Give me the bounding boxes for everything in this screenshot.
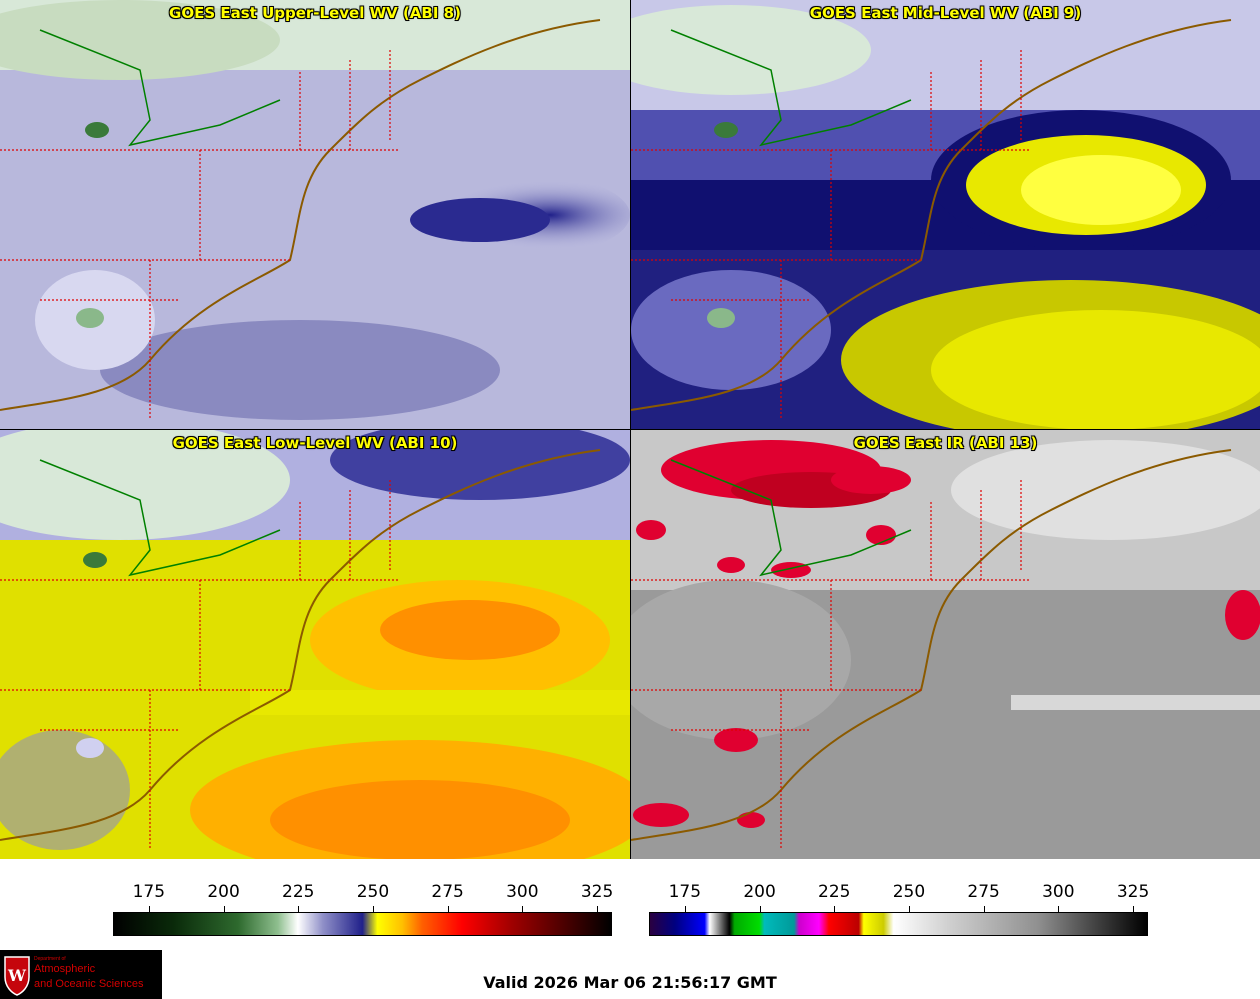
tick-label: 200 xyxy=(207,882,240,902)
tick-mark xyxy=(597,906,599,912)
tick-mark xyxy=(298,906,300,912)
tick-mark xyxy=(522,906,524,912)
mid-level-wv-panel: GOES East Mid-Level WV (ABI 9) xyxy=(631,0,1260,429)
infrared-image xyxy=(631,430,1260,859)
tick-mark xyxy=(1133,906,1135,912)
tick-label: 175 xyxy=(668,882,702,902)
upper-level-wv-image xyxy=(0,0,630,429)
tick-label: 275 xyxy=(967,882,1000,902)
tick-mark xyxy=(223,906,225,912)
svg-text:W: W xyxy=(7,966,27,985)
logo-department-label: Department of xyxy=(34,956,66,962)
tick-mark xyxy=(759,906,761,912)
panel-title: GOES East Mid-Level WV (ABI 9) xyxy=(809,4,1082,22)
tick-mark xyxy=(1058,906,1060,912)
tick-label: 250 xyxy=(892,882,926,902)
tick-mark xyxy=(684,906,686,912)
panel-title: GOES East Low-Level WV (ABI 10) xyxy=(172,434,458,452)
tick-mark xyxy=(148,906,150,912)
panel-title: GOES East IR (ABI 13) xyxy=(853,434,1038,452)
tick-label: 250 xyxy=(356,882,390,902)
low-level-wv-panel: GOES East Low-Level WV (ABI 10) xyxy=(0,430,630,859)
uw-crest-icon: W xyxy=(4,956,30,996)
tick-label: 225 xyxy=(282,882,315,902)
tick-label: 225 xyxy=(818,882,851,902)
tick-mark xyxy=(983,906,985,912)
tick-mark xyxy=(834,906,836,912)
tick-mark xyxy=(447,906,449,912)
tick-label: 175 xyxy=(132,882,166,902)
tick-label: 200 xyxy=(743,882,776,902)
logo-line-1: Atmospheric xyxy=(34,963,96,975)
low-level-wv-image xyxy=(0,430,630,859)
infrared-panel: GOES East IR (ABI 13) xyxy=(631,430,1260,859)
tick-label: 325 xyxy=(580,882,614,902)
tick-mark xyxy=(372,906,374,912)
valid-time: Valid 2026 Mar 06 21:56:17 GMT xyxy=(483,973,777,992)
tick-label: 300 xyxy=(1042,882,1075,902)
mid-level-wv-image xyxy=(631,0,1260,429)
upper-level-wv-panel: GOES East Upper-Level WV (ABI 8) xyxy=(0,0,630,429)
tick-label: 275 xyxy=(431,882,464,902)
wv-colorbar xyxy=(113,912,612,936)
tick-label: 325 xyxy=(1116,882,1150,902)
ir-colorbar xyxy=(649,912,1148,936)
tick-label: 300 xyxy=(506,882,539,902)
panel-divider-horizontal xyxy=(0,429,1260,430)
logo-line-2: and Oceanic Sciences xyxy=(34,978,144,990)
panel-title: GOES East Upper-Level WV (ABI 8) xyxy=(169,4,461,22)
tick-mark xyxy=(908,906,910,912)
department-logo: W Department of Atmospheric and Oceanic … xyxy=(0,950,162,999)
